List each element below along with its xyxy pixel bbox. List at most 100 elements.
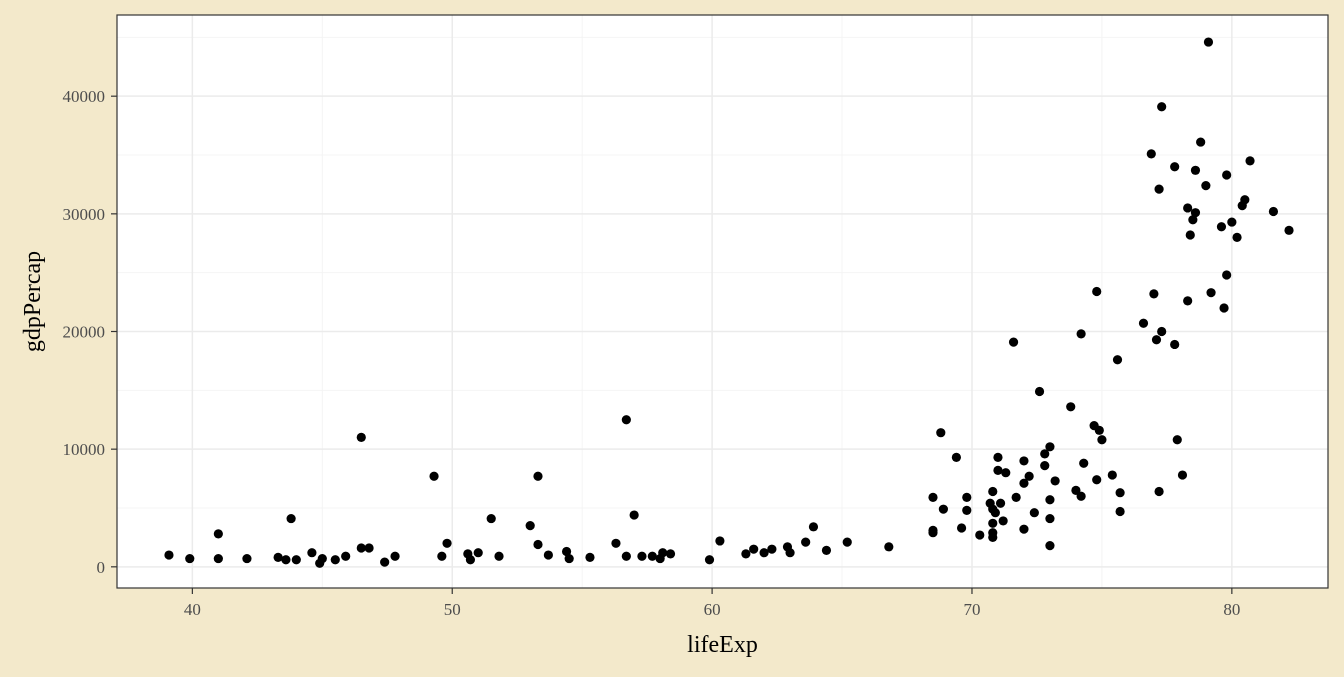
data-point <box>785 548 795 558</box>
data-point <box>1138 318 1149 328</box>
data-point <box>525 521 535 531</box>
data-point <box>1219 303 1229 313</box>
data-point <box>928 492 938 503</box>
data-point <box>1029 508 1039 518</box>
data-point <box>884 542 894 552</box>
data-point <box>307 548 317 558</box>
data-point <box>390 551 400 561</box>
plot-panel <box>117 15 1328 588</box>
data-point <box>1115 488 1125 498</box>
y-axis-title: gdpPercap <box>20 251 46 352</box>
data-point <box>808 522 819 532</box>
y-tick-label: 10000 <box>63 440 106 459</box>
data-point <box>1201 181 1211 191</box>
data-point <box>533 471 543 481</box>
data-point <box>1240 195 1250 205</box>
data-point <box>164 550 174 560</box>
data-point <box>1019 478 1029 488</box>
data-point <box>561 546 572 557</box>
data-point <box>380 557 390 567</box>
data-point <box>1232 232 1242 242</box>
data-point <box>1185 230 1195 240</box>
data-point <box>1107 470 1117 480</box>
data-point <box>465 555 476 565</box>
data-point <box>291 555 301 565</box>
data-point <box>1203 37 1214 47</box>
data-point <box>1146 149 1156 159</box>
data-point <box>956 523 967 533</box>
data-point <box>962 492 972 503</box>
data-point <box>1079 458 1089 468</box>
data-point <box>928 528 938 538</box>
data-point <box>1092 475 1102 485</box>
data-point <box>437 551 447 561</box>
data-point <box>962 505 972 515</box>
data-point <box>281 555 291 565</box>
y-axis: 0 10000 20000 30000 40000 <box>63 87 117 577</box>
data-point <box>494 551 504 561</box>
data-point <box>936 428 946 438</box>
data-point <box>1001 468 1011 478</box>
data-point <box>242 553 252 564</box>
data-point <box>429 471 439 481</box>
data-point <box>213 529 223 539</box>
data-point <box>1190 208 1201 218</box>
data-point <box>1170 162 1180 172</box>
data-point <box>1227 217 1237 227</box>
data-point <box>629 510 639 520</box>
data-point <box>486 513 496 524</box>
data-point <box>1112 355 1123 365</box>
data-point <box>356 543 366 553</box>
data-point <box>356 432 366 442</box>
data-point <box>1206 288 1216 298</box>
data-point <box>1076 491 1086 501</box>
data-point <box>213 553 223 564</box>
data-point <box>993 452 1003 462</box>
data-point <box>1076 329 1086 339</box>
data-point <box>842 537 852 547</box>
y-tick-label: 20000 <box>63 323 106 342</box>
data-point <box>704 555 715 565</box>
data-point <box>1008 337 1019 347</box>
data-point <box>821 545 832 555</box>
data-point <box>1019 456 1029 466</box>
data-point <box>647 551 657 561</box>
data-point <box>1216 222 1227 232</box>
data-point <box>1222 270 1232 280</box>
data-point <box>330 555 340 565</box>
data-point <box>1045 541 1055 551</box>
data-points <box>164 37 1294 568</box>
data-point <box>1196 137 1206 147</box>
data-point <box>1097 435 1107 445</box>
data-point <box>1268 206 1279 217</box>
data-point <box>1157 102 1167 112</box>
data-point <box>767 544 777 554</box>
data-point <box>741 549 751 559</box>
data-point <box>1040 449 1050 459</box>
data-point <box>1284 225 1294 235</box>
data-point <box>341 551 351 561</box>
data-point <box>988 518 998 528</box>
data-point <box>564 553 574 564</box>
data-point <box>801 537 811 547</box>
data-point <box>1183 203 1193 213</box>
data-point <box>1045 442 1055 452</box>
data-point <box>1151 335 1162 345</box>
x-axis: 40 50 60 70 80 <box>184 588 1240 619</box>
data-point <box>543 550 553 560</box>
data-point <box>1170 339 1180 350</box>
data-point <box>1024 471 1034 481</box>
data-point <box>1154 486 1164 497</box>
data-point <box>585 552 595 563</box>
y-tick-label: 0 <box>97 558 106 577</box>
data-point <box>988 486 998 497</box>
data-point <box>1066 402 1076 412</box>
x-tick-label: 80 <box>1223 600 1240 619</box>
y-tick-label: 30000 <box>63 205 106 224</box>
data-point <box>442 538 452 548</box>
data-point <box>975 530 985 540</box>
minor-gridlines <box>117 15 1328 588</box>
data-point <box>759 548 769 558</box>
data-point <box>317 553 327 564</box>
data-point <box>1045 513 1055 524</box>
